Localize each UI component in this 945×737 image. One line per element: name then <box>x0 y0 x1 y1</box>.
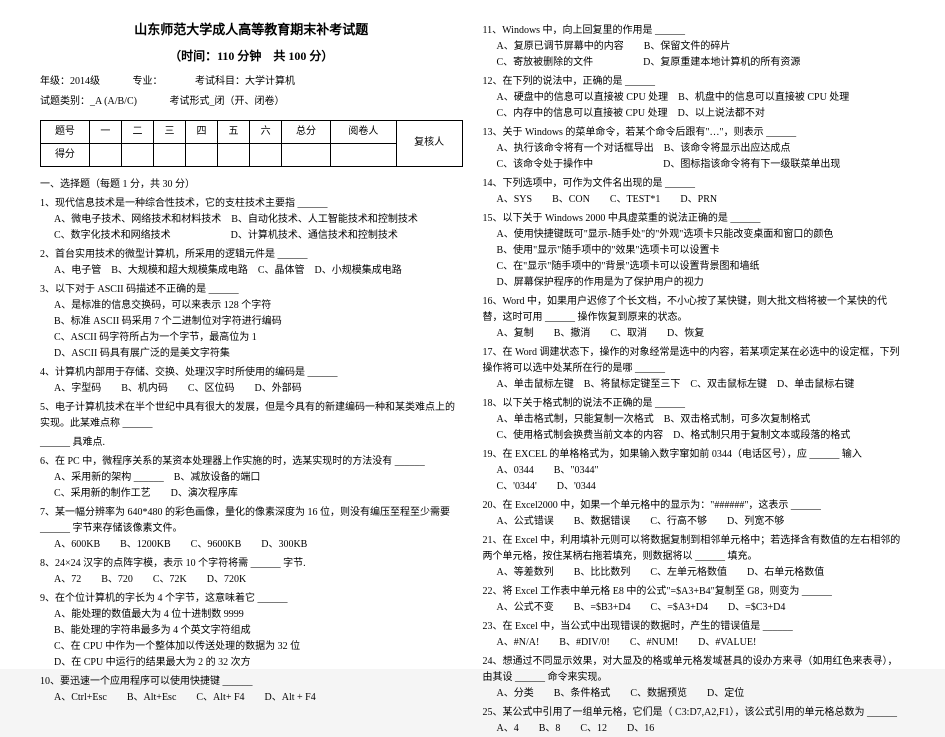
meta-line-2: 试题类别：_A (A/B/C) 考试形式_闭（开、闭卷） <box>40 94 463 110</box>
options: A、#N/A! B、#DIV/0! C、#NUM! D、#VALUE! <box>483 635 906 651</box>
meta-line-1: 年级：2014级 专业： 考试科目：大学计算机 <box>40 74 463 90</box>
question-25: 25、某公式中引用了一组单元格，它们是（ C3:D7,A2,F1），该公式引用的… <box>483 705 906 721</box>
th: 四 <box>185 120 217 143</box>
options: C、采用新的制作工艺 D、演次程序库 <box>40 486 463 502</box>
meta-major: 专业： <box>133 74 163 90</box>
th: 阅卷人 <box>330 120 396 143</box>
meta-type: 试题类别：_A (A/B/C) <box>40 94 137 110</box>
table-row: 题号 一 二 三 四 五 六 总分 阅卷人 复核人 <box>41 120 463 143</box>
options: A、公式不变 B、=$B3+D4 C、=$A3+D4 D、=$C3+D4 <box>483 600 906 616</box>
section-1-title: 一、选择题（每题 1 分，共 30 分） <box>40 177 463 193</box>
td <box>282 143 331 166</box>
options: A、微电子技术、网络技术和材料技术 B、自动化技术、人工智能技术和控制技术 <box>40 212 463 228</box>
options: C、寄放被删除的文件 D、复原重建本地计算机的所有资源 <box>483 55 906 71</box>
td: 得分 <box>41 143 90 166</box>
meta-subject: 考试科目：大学计算机 <box>195 74 295 90</box>
th: 一 <box>89 120 121 143</box>
options: A、硬盘中的信息可以直接被 CPU 处理 B、机盘中的信息可以直接被 CPU 处… <box>483 90 906 106</box>
meta-form: 考试形式_闭（开、闭卷） <box>169 94 284 110</box>
options: A、使用快捷键既可"显示-随手处"的"外观"选项卡只能改变桌面和窗口的颜色 <box>483 227 906 243</box>
options: D、屏幕保护程序的作用是为了保护用户的视力 <box>483 275 906 291</box>
question-18: 18、以下关于格式制的说法不正确的是 ______ <box>483 396 906 412</box>
question-2: 2、首台实用技术的微型计算机，所采用的逻辑元件是 ______ <box>40 247 463 263</box>
question-21: 21、在 Excel 中，利用填补元则可以将数据复制到相邻单元格中；若选择含有数… <box>483 533 906 565</box>
options: C、在 CPU 中作为一个整体加以传送处理的数据为 32 位 <box>40 639 463 655</box>
question-24: 24、想通过不同显示效果，对大显及的格或单元格发域甚具的设办方来寻（如用红色来表… <box>483 654 906 686</box>
options: B、能处理的字符串最多为 4 个英文字符组成 <box>40 623 463 639</box>
options: C、该命令处于操作中 D、图标指该命令将有下一级联菜单出现 <box>483 157 906 173</box>
question-23: 23、在 Excel 中，当公式中出现错误的数据时，产生的错误值是 ______ <box>483 619 906 635</box>
question-8: 8、24×24 汉字的点阵字模，表示 10 个字符将需 ______ 字节. <box>40 556 463 572</box>
question-6: 6、在 PC 中，微程序关系的某资本处理器上作实施的时，选某实现时的方法没有 _… <box>40 454 463 470</box>
th: 六 <box>250 120 282 143</box>
question-4: 4、计算机内部用于存储、交换、处理汉字时所使用的编码是 ______ <box>40 365 463 381</box>
th: 复核人 <box>396 120 462 166</box>
question-19: 19、在 EXCEL 的单格格式为，如果输入数字窜如前 0344（电话区号），应… <box>483 447 906 463</box>
options: D、ASCII 码具有展广泛的是美文字符集 <box>40 346 463 362</box>
exam-page: 山东师范大学成人高等教育期末补考试题 （时间：110 分钟 共 100 分） 年… <box>0 0 945 669</box>
options: A、采用新的架构 ______ B、减放设备的端口 <box>40 470 463 486</box>
th: 二 <box>121 120 153 143</box>
th: 五 <box>218 120 250 143</box>
options: A、电子管 B、大规模和超大规模集成电路 C、晶体管 D、小规模集成电路 <box>40 263 463 279</box>
right-column: 11、Windows 中，向上回复里的作用是 ______ A、复原已调节屏幕中… <box>473 20 916 649</box>
options: A、分类 B、条件格式 C、数据预览 D、定位 <box>483 686 906 702</box>
options: A、4 B、8 C、12 D、16 <box>483 721 906 737</box>
options: C、内存中的信息可以直接被 CPU 处理 D、以上说法都不对 <box>483 106 906 122</box>
options: A、0344 B、"0344" <box>483 463 906 479</box>
options: A、字型码 B、机内码 C、区位码 D、外部码 <box>40 381 463 397</box>
question-17: 17、在 Word 调建状态下，操作的对象经常是选中的内容，若某项定某在必选中的… <box>483 345 906 377</box>
question-22: 22、将 Excel 工作表中单元格 E8 中的公式"=$A3+B4"复制至 G… <box>483 584 906 600</box>
question-15: 15、以下关于 Windows 2000 中具虚菜重的说法正确的是 ______ <box>483 211 906 227</box>
question-12: 12、在下列的说法中，正确的是 ______ <box>483 74 906 90</box>
options: C、数字化技术和网络技术 D、计算机技术、通信技术和控制技术 <box>40 228 463 244</box>
options: A、72 B、720 C、72K D、720K <box>40 572 463 588</box>
question-16: 16、Word 中，如果用户迟修了个长文档，不小心按了某快键，则大批文档将被一个… <box>483 294 906 326</box>
question-5b: ______ 具难点. <box>40 435 463 451</box>
options: A、复原已调节屏幕中的内容 B、保留文件的碎片 <box>483 39 906 55</box>
options: A、公式错误 B、数据错误 C、行高不够 D、列宽不够 <box>483 514 906 530</box>
td <box>121 143 153 166</box>
exam-subtitle: （时间：110 分钟 共 100 分） <box>40 47 463 66</box>
question-1: 1、现代信息技术是一种综合性技术，它的支柱技术主要指 ______ <box>40 196 463 212</box>
question-9: 9、在个位计算机的字长为 4 个字节，这意味着它 ______ <box>40 591 463 607</box>
score-table: 题号 一 二 三 四 五 六 总分 阅卷人 复核人 得分 <box>40 120 463 167</box>
options: A、执行该命令将有一个对话框导出 B、该命令将显示出应达成点 <box>483 141 906 157</box>
options: A、单击鼠标左键 B、将鼠标定键至三下 C、双击鼠标左键 D、单击鼠标右键 <box>483 377 906 393</box>
options: A、复制 B、撤消 C、取消 D、恢复 <box>483 326 906 342</box>
left-column: 山东师范大学成人高等教育期末补考试题 （时间：110 分钟 共 100 分） 年… <box>30 20 473 649</box>
options: A、Ctrl+Esc B、Alt+Esc C、Alt+ F4 D、Alt + F… <box>40 690 463 706</box>
td <box>89 143 121 166</box>
options: A、单击格式制，只能复制一次格式 B、双击格式制，可多次复制格式 <box>483 412 906 428</box>
meta-year: 年级：2014级 <box>40 74 100 90</box>
question-20: 20、在 Excel2000 中，如果一个单元格中的显示为："######"，这… <box>483 498 906 514</box>
question-5: 5、电子计算机技术在半个世纪中具有很大的发展，但是今具有的新建编码一种和某类难点… <box>40 400 463 432</box>
th: 题号 <box>41 120 90 143</box>
td <box>185 143 217 166</box>
options: A、600KB B、1200KB C、9600KB D、300KB <box>40 537 463 553</box>
options: A、是标准的信息交换码，可以来表示 128 个字符 <box>40 298 463 314</box>
options: C、'0344' D、'0344 <box>483 479 906 495</box>
exam-title: 山东师范大学成人高等教育期末补考试题 <box>40 20 463 41</box>
th: 三 <box>153 120 185 143</box>
question-14: 14、下列选项中，可作为文件名出现的是 ______ <box>483 176 906 192</box>
question-10: 10、要迅速一个应用程序可以使用快捷键 ______ <box>40 674 463 690</box>
options: C、ASCII 码字符所占为一个字节，最高位为 1 <box>40 330 463 346</box>
td <box>218 143 250 166</box>
options: B、标准 ASCII 码采用 7 个二进制位对字符进行编码 <box>40 314 463 330</box>
options: C、使用格式制会换费当前文本的内容 D、格式制只用于复制文本或段落的格式 <box>483 428 906 444</box>
options: A、等差数列 B、比比数列 C、左单元格数值 D、右单元格数值 <box>483 565 906 581</box>
question-7: 7、某一幅分辨率为 640*480 的彩色画像，量化的像素深度为 16 位，则没… <box>40 505 463 537</box>
options: C、在"显示"随手项中的"背景"选项卡可以设置背景图和墙纸 <box>483 259 906 275</box>
td <box>330 143 396 166</box>
question-13: 13、关于 Windows 的菜单命令，若某个命令后跟有"…"，则表示 ____… <box>483 125 906 141</box>
question-11: 11、Windows 中，向上回复里的作用是 ______ <box>483 23 906 39</box>
th: 总分 <box>282 120 331 143</box>
question-3: 3、以下对于 ASCII 码描述不正确的是 ______ <box>40 282 463 298</box>
options: A、SYS B、CON C、TEST*1 D、PRN <box>483 192 906 208</box>
td <box>250 143 282 166</box>
td <box>153 143 185 166</box>
options: A、能处理的数值最大为 4 位十进制数 9999 <box>40 607 463 623</box>
options: B、使用"显示"随手项中的"效果"选项卡可以设置卡 <box>483 243 906 259</box>
